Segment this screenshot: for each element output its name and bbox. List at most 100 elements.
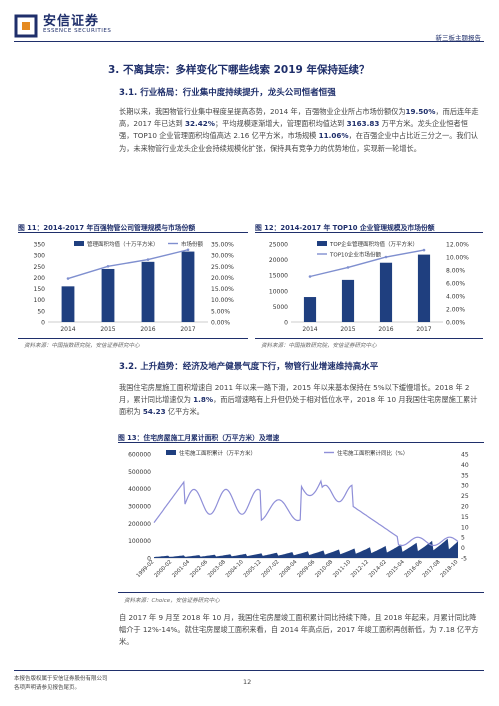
logo-icon bbox=[14, 14, 38, 38]
y-tick-label: 350 bbox=[34, 242, 46, 249]
s31-run: 长期以来，我国物管行业集中程度呈提高态势，2014 年，百强物业企业所占市场份额… bbox=[119, 107, 406, 116]
x-tick-label: 2017 bbox=[180, 326, 195, 333]
x-tick-label: 2014 bbox=[60, 326, 75, 333]
s32-run: 我国住宅房屋施工面积增速自 2011 年以来一路下滑，2015 年以来基本保持在… bbox=[119, 383, 470, 405]
bar bbox=[379, 262, 393, 322]
x-tick-label: 2016-06 bbox=[404, 559, 424, 579]
y2-tick-label: 45 bbox=[461, 452, 469, 459]
figure-12-source: 资料来源：中国指数研究院，安信证券研究中心 bbox=[261, 343, 377, 349]
footer-copyright: 本报告版权属于安信证券股份有限公司 bbox=[14, 676, 108, 682]
figure-13-title: 图 13：住宅房屋施工月累计面积（万平方米）及增速 bbox=[118, 434, 280, 442]
s32-run: ，而后增速略有上升但仍处于相对低位水平，2018 年 10 月我国住宅房屋施工累… bbox=[119, 395, 478, 417]
x-tick-label: 2003-08 bbox=[207, 559, 227, 579]
figure-12-divider-bottom bbox=[255, 338, 483, 339]
x-tick-label: 2015 bbox=[340, 326, 355, 333]
y2-tick-label: 5.00% bbox=[211, 308, 230, 315]
y-tick-label: 150 bbox=[34, 286, 46, 293]
y-tick-label: 15000 bbox=[269, 273, 288, 280]
yoy-series-line bbox=[153, 479, 459, 547]
bar bbox=[341, 279, 355, 322]
line-point bbox=[384, 255, 388, 259]
s32-run: 1.8% bbox=[193, 395, 214, 405]
y-tick-label: 500000 bbox=[128, 469, 151, 476]
series-line bbox=[309, 249, 425, 278]
bar bbox=[141, 261, 155, 322]
x-tick-label: 2008-04 bbox=[279, 559, 299, 579]
x-tick-label: 1999-02 bbox=[136, 559, 156, 579]
y2-tick-label: 12.00% bbox=[446, 242, 469, 249]
y2-tick-label: 10.00% bbox=[211, 297, 234, 304]
s31-run: 万平方米。龙头企业恒者恒强，TOP10 企业管理面积均值高达 2.16 亿平方米… bbox=[119, 119, 468, 141]
legend-line-label: 市场份额 bbox=[181, 240, 204, 248]
subsection-title-3-2: 3.2. 上升趋势：经济及地产健景气度下行，物管行业增速维持高水平 bbox=[119, 362, 379, 372]
legend-line-label: TOP10企业市场份额 bbox=[329, 251, 382, 259]
y-tick-label: 50 bbox=[37, 308, 45, 315]
s31-run: 3163.83 bbox=[346, 119, 380, 129]
line-point bbox=[106, 264, 110, 268]
bar bbox=[101, 268, 115, 322]
area-series bbox=[154, 538, 458, 558]
s31-run: ；平均规模逐渐增大，管理面积均值达到 bbox=[214, 119, 347, 129]
y2-tick-label: 8.00% bbox=[446, 268, 465, 275]
legend-area-label: 住宅施工面积累计（万平方米） bbox=[179, 449, 256, 457]
y-tick-label: 400000 bbox=[128, 486, 151, 493]
y2-tick-label: 30.00% bbox=[211, 253, 234, 260]
x-tick-label: 2004-10 bbox=[225, 559, 245, 579]
figure-11-divider bbox=[18, 232, 248, 233]
y-tick-label: 0 bbox=[41, 320, 45, 327]
logo-name: 安信证券 bbox=[43, 14, 100, 29]
y2-tick-label: 0.00% bbox=[211, 320, 230, 327]
y2-tick-label: 15 bbox=[461, 514, 469, 521]
y-tick-label: 10000 bbox=[269, 288, 288, 295]
bar bbox=[303, 297, 317, 322]
y2-tick-label: 25 bbox=[461, 493, 469, 500]
y-tick-label: 600000 bbox=[128, 452, 151, 459]
y2-tick-label: 35.00% bbox=[211, 242, 234, 249]
x-tick-label: 2016 bbox=[140, 326, 155, 333]
y2-tick-label: 5 bbox=[461, 535, 465, 542]
line-point bbox=[146, 258, 150, 261]
y2-tick-label: 15.00% bbox=[211, 286, 234, 293]
page-header: 安信证券 ESSENCE SECURITIES 新三板主题报告 bbox=[0, 0, 499, 48]
line-point bbox=[186, 248, 190, 252]
footer-divider bbox=[14, 670, 484, 671]
closing-text: 自 2017 年 9 月至 2018 年 10 月，我国住宅房屋竣工面积累计同比… bbox=[119, 612, 481, 649]
x-tick-label: 2017-08 bbox=[422, 559, 442, 579]
s31-run: ，而后连年走高，2017 年已达到 bbox=[119, 107, 479, 129]
y-tick-label: 300 bbox=[34, 253, 46, 260]
page-number: 12 bbox=[243, 678, 252, 686]
y-tick-label: 250 bbox=[34, 264, 46, 271]
bar bbox=[417, 254, 431, 322]
x-tick-label: 2014-02 bbox=[368, 559, 388, 579]
bar bbox=[181, 251, 195, 322]
line-point bbox=[422, 248, 426, 252]
figure-11-divider-bottom bbox=[18, 338, 248, 339]
subsection-title-3-1: 3.1. 行业格局：行业集中度持续提升，龙头公司恒者恒强 bbox=[119, 88, 336, 98]
header-divider bbox=[14, 41, 484, 42]
y2-tick-label: 30 bbox=[461, 483, 469, 490]
legend-bar-swatch bbox=[74, 241, 84, 246]
x-tick-label: 2011-10 bbox=[332, 559, 352, 579]
y-tick-label: 25000 bbox=[269, 242, 288, 249]
s31-run: ，在百强企业中占比近三分之一。我们认为，未来物管行业龙头企业会持续规模化扩张，保… bbox=[119, 131, 478, 153]
figure-12-title: 图 12：2014-2017 年 TOP10 企业管理规模及市场份额 bbox=[255, 224, 435, 232]
y2-tick-label: 2.00% bbox=[446, 307, 465, 314]
y-tick-label: 200000 bbox=[128, 521, 151, 528]
x-tick-label: 2010-08 bbox=[314, 559, 334, 579]
y2-tick-label: 35 bbox=[461, 472, 469, 479]
closing-run: 自 2017 年 9 月至 2018 年 10 月，我国住宅房屋竣工面积累计同比… bbox=[119, 613, 479, 647]
y2-tick-label: 10.00% bbox=[446, 255, 469, 262]
series-line bbox=[67, 249, 189, 280]
x-tick-label: 2018-10 bbox=[440, 559, 460, 579]
s31-run: 19.50% bbox=[405, 107, 436, 116]
s32-run: 54.23 bbox=[142, 407, 166, 417]
figure-11-chart: 0 50 100 150 200 250 300 350 0.00% 5.00% 10.00% 15.… bbox=[34, 240, 235, 333]
legend-bar-swatch bbox=[317, 241, 327, 246]
line-point bbox=[346, 266, 350, 269]
legend-bar-label: 管理面积均值（十万平方米） bbox=[87, 240, 159, 248]
x-tick-label: 2015 bbox=[100, 326, 115, 333]
y2-tick-label: -5 bbox=[461, 556, 467, 563]
y2-tick-label: 40 bbox=[461, 462, 469, 469]
legend-bar-label: TOP企业管理面积均值（万平方米） bbox=[329, 240, 418, 248]
x-tick-label: 2007-02 bbox=[261, 559, 281, 579]
